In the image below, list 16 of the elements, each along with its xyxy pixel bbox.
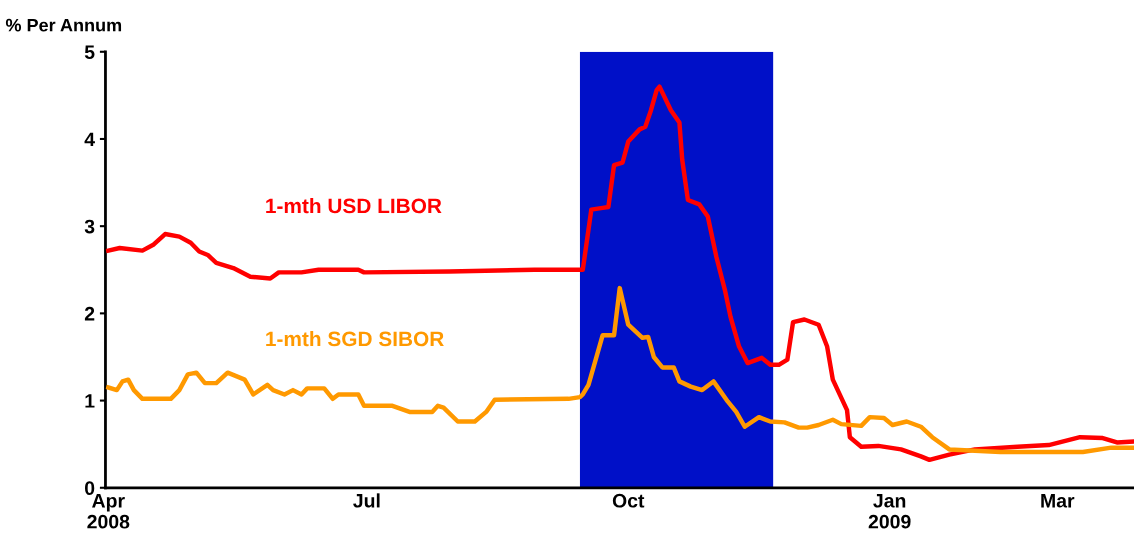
y-axis-title: % Per Annum: [5, 18, 122, 32]
x-tick-label: Apr 2008: [87, 494, 130, 529]
y-tick-label: 4: [84, 132, 95, 147]
y-tick-label: 1: [85, 394, 95, 408]
y-tick-label: 2: [84, 306, 95, 321]
series-label: 1-mth SGD SIBOR: [266, 330, 444, 347]
x-tick-label: Oct: [612, 493, 645, 508]
x-tick-label: Mar: [1041, 494, 1075, 508]
y-tick-label: 3: [84, 219, 95, 234]
line-series: [106, 285, 1134, 455]
x-tick-label: Jul: [353, 493, 380, 508]
y-tick-label: 0: [85, 481, 95, 496]
line-series: [106, 84, 1134, 463]
text: 1-mth USD LIBOR: [266, 198, 442, 214]
y-tick-label: 5: [84, 45, 95, 60]
x-tick-label: Jan 2009: [868, 494, 911, 529]
